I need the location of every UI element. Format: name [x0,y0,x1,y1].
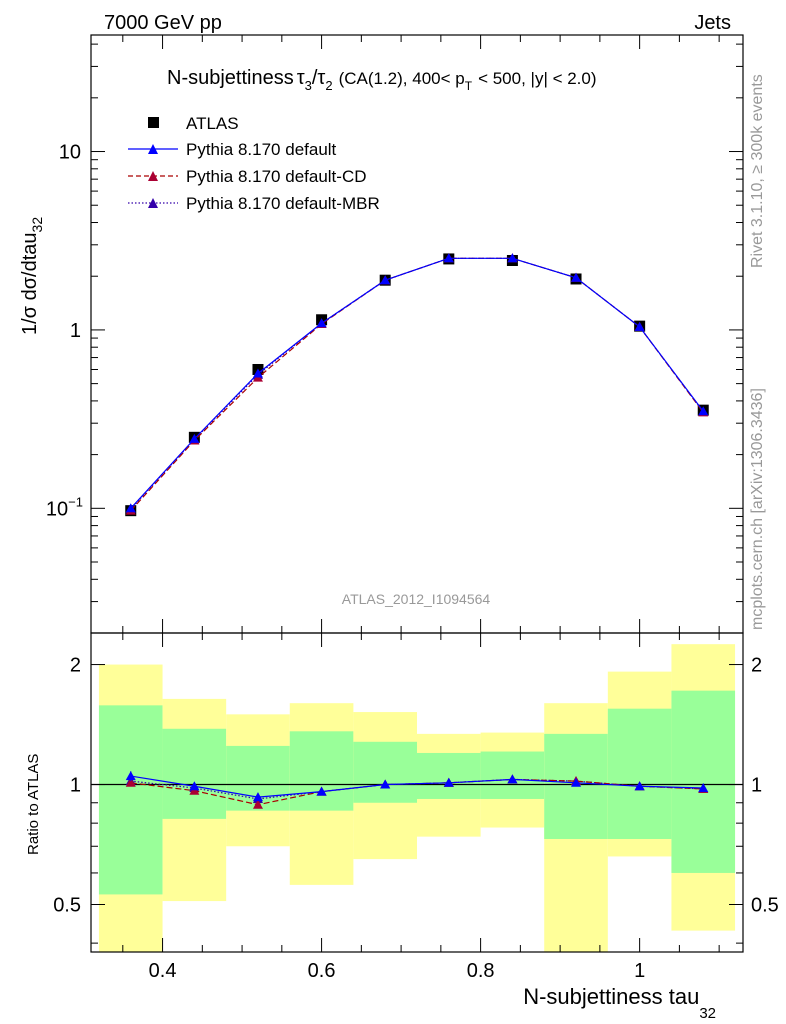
mc-point-marker [507,253,518,263]
main-series [125,253,709,517]
legend-default-marker [148,144,158,154]
mc-series-line [130,257,704,512]
legend-cd-label: Pythia 8.170 default-CD [186,167,367,186]
ratio-point-marker [252,792,263,802]
main-y-axis-label: 1/σ dσ/dtau32 [19,217,45,335]
main-y-tick-label-base: 10 [46,498,68,520]
ratio-point-marker [125,771,136,781]
ratio-point-marker [252,799,263,809]
mc-point-marker [698,406,709,416]
ratio-point-marker [507,774,518,784]
ratio-point-marker [443,777,454,787]
rivet-version-label: Rivet 3.1.10, ≥ 300k events [749,74,766,268]
legend-atlas-marker [148,117,159,128]
mc-point-marker [443,253,454,263]
header-energy-label: 7000 GeV pp [104,12,222,34]
x-tick-label: 1 [634,960,645,982]
ratio-inner-band-bin [353,741,417,803]
mc-point-marker [125,503,136,513]
ratio-inner-band-bin [671,690,736,873]
legend-cd-marker [148,171,158,181]
ratio-series-line [130,775,704,798]
header-jets-label: Jets [694,12,731,34]
legend-default-label: Pythia 8.170 default [186,140,337,159]
ratio-point-marker [316,786,327,796]
ratio-inner-band-bin [607,708,672,839]
ratio-inner-band-bin [162,728,227,819]
ratio-inner-band-bin [289,731,354,811]
mc-series-line [130,257,704,510]
ratio-y-axis-label: Ratio to ATLAS [25,754,42,855]
ratio-point-marker [380,779,391,789]
x-tick-label: 0.8 [467,960,495,982]
ratio-y-tick-label-right: 1 [751,775,762,797]
ratio-point-marker [189,781,200,791]
ratio-y-tick-label-right: 2 [751,655,762,677]
ratio-series [125,771,709,809]
mc-series-line [130,257,704,509]
mc-point-marker [252,368,263,378]
main-y-tick-label: 10 [59,142,81,164]
legend-mbr-marker [148,198,158,208]
chart-title: N-subjettiness τ3/τ2 (CA(1.2), 400< pT < 50… [167,67,597,93]
mcplots-reference-label: mcplots.cern.ch [arXiv:1306.3436] [749,388,766,630]
legend-atlas-label: ATLAS [186,114,239,133]
main-y-tick-label: 10−1 [46,494,83,520]
mc-point-marker [316,318,327,328]
ratio-y-tick-label-left: 2 [70,655,81,677]
x-axis-label: N-subjettiness tau32 [523,984,716,1022]
x-tick-label: 0.6 [308,960,336,982]
analysis-tag: ATLAS_2012_I1094564 [342,591,491,607]
legend: ATLAS Pythia 8.170 default Pythia 8.170 … [128,114,380,213]
ratio-y-tick-label-left: 1 [70,775,81,797]
ratio-inner-band-bin [98,705,163,895]
ratio-uncertainty-bands [98,644,736,952]
ratio-point-marker [571,777,582,787]
ratio-y-tick-label-left: 0.5 [53,894,81,916]
mc-point-marker [189,433,200,443]
ratio-point-marker [125,777,136,787]
x-tick-label: 0.4 [149,960,177,982]
ratio-plot-frame [90,632,744,953]
ratio-point-marker [698,783,709,793]
main-y-tick-label-exp: −1 [68,494,83,509]
mc-point-marker [380,275,391,285]
ratio-point-marker [634,781,645,791]
ratio-inner-band-bin [417,752,481,799]
mc-point-marker [634,321,645,331]
legend-mbr-label: Pythia 8.170 default-MBR [186,194,380,213]
mc-point-marker [571,272,582,282]
main-y-tick-label: 1 [70,320,81,342]
ratio-y-tick-label-right: 0.5 [751,894,779,916]
